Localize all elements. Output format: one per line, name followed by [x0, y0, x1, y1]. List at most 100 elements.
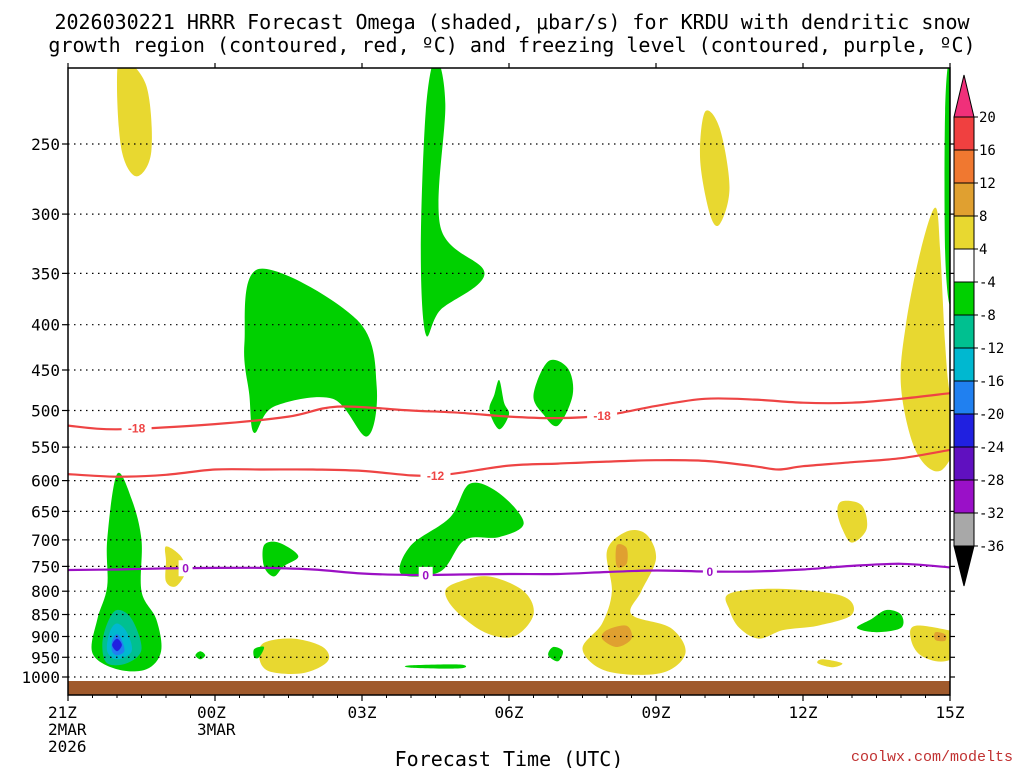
- chart-title-line-2: growth region (contoured, red, ºC) and f…: [48, 33, 975, 57]
- omega-region-orange-2: [615, 543, 628, 568]
- colorbar-swatch-3: [953, 182, 975, 217]
- colorbar-label-9: -20: [979, 407, 1004, 423]
- colorbar-label-2: 12: [979, 176, 996, 192]
- colorbar-swatch-7: [953, 314, 975, 349]
- colorbar-swatch-6: [953, 281, 975, 316]
- x-tick-label-0-line-1: 2MAR: [48, 720, 87, 739]
- x-tick-label-3-line-1: 3MAR: [197, 720, 236, 739]
- x-tick-label-0-line-2: 2026: [48, 737, 87, 756]
- contour-label-bg-freezing-level-0: [178, 560, 193, 577]
- chart-title: 2026030221 HRRR Forecast Omega (shaded, …: [48, 10, 975, 57]
- x-tick-label-6-line-0: 03Z: [348, 703, 377, 722]
- x-tick-label-9-line-0: 06Z: [495, 703, 524, 722]
- omega-region-yellow-7: [725, 588, 855, 639]
- y-tick-label-250: 250: [31, 135, 60, 154]
- chart-title-line-1: 2026030221 HRRR Forecast Omega (shaded, …: [54, 10, 970, 34]
- omega-region-yellow-6: [699, 110, 730, 227]
- y-tick-label-450: 450: [31, 361, 60, 380]
- y-tick-label-400: 400: [31, 316, 60, 335]
- colorbar-label-6: -8: [979, 308, 996, 324]
- x-tick-label-18-line-0: 15Z: [936, 703, 965, 722]
- contour-label-bg-dendritic-top-1: [587, 407, 618, 424]
- omega-region-green-8: [404, 664, 467, 669]
- colorbar-label-13: -36: [979, 539, 1004, 555]
- colorbar-swatch-8: [953, 347, 975, 382]
- contour-label-bg-freezing-level-1: [418, 566, 433, 583]
- omega-region-yellow-4: [445, 576, 534, 638]
- contour-label-dendritic-top-0: -18: [128, 422, 146, 436]
- colorbar-label-4: 4: [979, 242, 987, 258]
- omega-region-yellow-11: [817, 659, 843, 668]
- colorbar-label-11: -28: [979, 473, 1004, 489]
- colorbar-swatch-12: [953, 479, 975, 514]
- x-tick-label-15-line-0: 12Z: [789, 703, 818, 722]
- colorbar-swatch-13: [953, 512, 975, 547]
- omega-region-green-12: [944, 68, 950, 305]
- omega-region-green-13: [195, 651, 206, 660]
- ground-surface-bar: [68, 681, 950, 695]
- colorbar-label-12: -32: [979, 506, 1004, 522]
- omega-region-yellow-8: [837, 500, 868, 543]
- omega-region-green-10: [548, 646, 564, 662]
- contour-label-freezing-level-0: 0: [182, 562, 189, 576]
- y-tick-label-900: 900: [31, 627, 60, 646]
- temperature-contours: -18 -18 -12 0 0 0: [68, 392, 950, 583]
- colorbar-label-10: -24: [979, 440, 1004, 456]
- colorbar-label-7: -12: [979, 341, 1004, 357]
- omega-region-yellow-10: [910, 625, 950, 662]
- colorbar-swatch-2: [953, 149, 975, 184]
- contour-label-bg-dendritic-bottom-0: [420, 467, 451, 484]
- omega-shading-layer: [91, 68, 950, 675]
- colorbar-top-arrow: [953, 74, 975, 118]
- colorbar-label-3: 8: [979, 209, 987, 225]
- y-tick-label-750: 750: [31, 557, 60, 576]
- omega-region-yellow-3: [258, 638, 330, 674]
- y-tick-label-1000: 1000: [21, 668, 60, 687]
- omega-region-green-7: [399, 482, 524, 577]
- y-tick-label-800: 800: [31, 582, 60, 601]
- y-tick-label-550: 550: [31, 438, 60, 457]
- omega-region-orange-1: [601, 625, 633, 647]
- y-tick-label-600: 600: [31, 472, 60, 491]
- contour-label-dendritic-bottom-0: -12: [427, 469, 445, 483]
- colorbar-bottom-arrow: [953, 545, 975, 587]
- colorbar-label-8: -16: [979, 374, 1004, 390]
- x-tick-label-0-line-0: 21Z: [48, 703, 77, 722]
- colorbar-swatch-1: [953, 116, 975, 151]
- colorbar-swatch-4: [953, 215, 975, 250]
- contour-label-dendritic-top-1: -18: [593, 409, 611, 423]
- colorbar-swatch-5: [953, 248, 975, 283]
- colorbar-swatch-10: [953, 413, 975, 448]
- y-axis-tick-labels: 250 300 350 400 450 500 550 600 650 700 750 800 850 9…: [21, 135, 955, 687]
- omega-region-green-5: [420, 68, 485, 337]
- contour-freezing-level: [68, 562, 950, 577]
- omega-region-green-4: [244, 268, 378, 437]
- x-tick-label-12-line-0: 09Z: [642, 703, 671, 722]
- contour-dendritic-bottom: [68, 448, 950, 478]
- y-tick-label-700: 700: [31, 531, 60, 550]
- y-tick-label-850: 850: [31, 606, 60, 625]
- colorbar-swatch-9: [953, 380, 975, 415]
- contour-label-bg-freezing-level-2: [702, 563, 717, 580]
- omega-region-green-3: [253, 646, 265, 659]
- colorbar-label-5: -4: [979, 275, 996, 291]
- y-tick-label-500: 500: [31, 402, 60, 421]
- colorbar-label-1: 16: [979, 143, 996, 159]
- omega-region-yellow-1: [117, 68, 152, 177]
- omega-colorbar: 20 16 12 8 4 -4 -8 -12 -16 -20 -24 -28 -32 -36: [953, 74, 1004, 587]
- colorbar-swatch-11: [953, 446, 975, 481]
- omega-region-green-9: [533, 359, 574, 427]
- y-tick-label-300: 300: [31, 205, 60, 224]
- omega-region-green-2: [262, 541, 299, 577]
- contour-label-freezing-level-2: 0: [707, 565, 714, 579]
- omega-region-navy-1: [112, 638, 122, 652]
- omega-region-yellow-2: [164, 546, 186, 587]
- contour-label-bg-dendritic-top-0: [121, 420, 152, 437]
- x-tick-label-3-line-0: 00Z: [197, 703, 226, 722]
- x-axis-label: Forecast Time (UTC): [395, 747, 624, 768]
- contour-dendritic-top: [68, 392, 950, 431]
- omega-region-orange-3: [934, 631, 947, 642]
- y-tick-label-950: 950: [31, 648, 60, 667]
